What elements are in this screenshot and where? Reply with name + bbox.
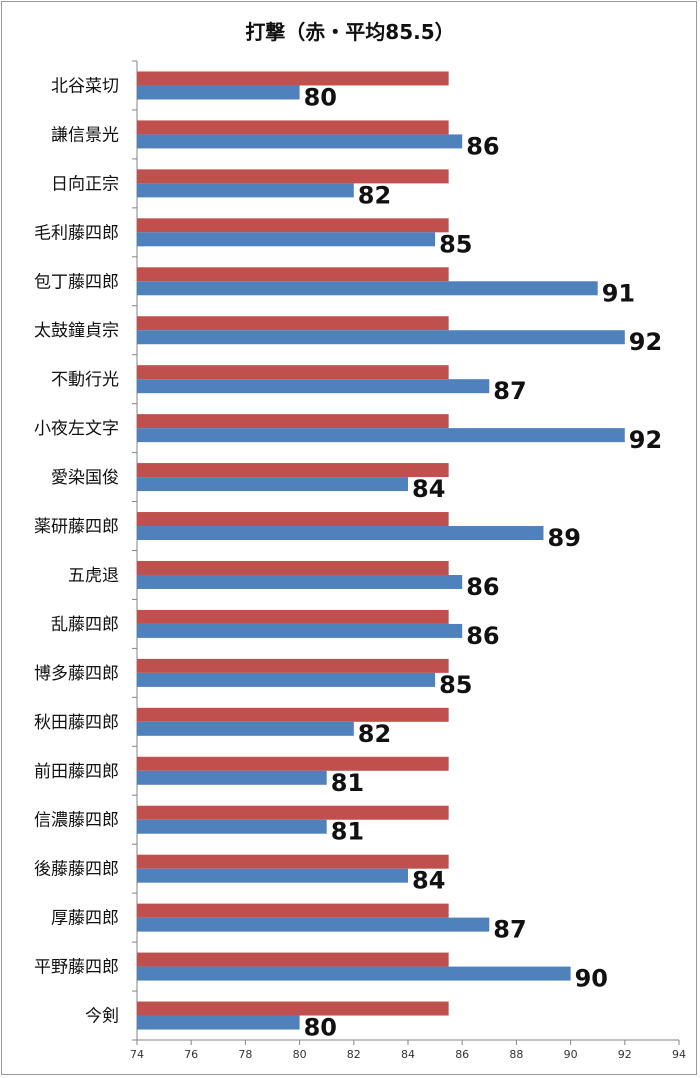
data-label: 90	[575, 965, 608, 993]
value-bar	[137, 574, 463, 589]
value-bar	[137, 134, 463, 149]
value-bar	[137, 85, 300, 100]
average-bar	[137, 609, 449, 624]
category-label: 五虎退	[68, 566, 119, 586]
value-bar	[137, 330, 625, 345]
category-label: 薬研藤四郎	[34, 517, 119, 537]
x-tick-label: 80	[293, 1048, 307, 1061]
value-bar	[137, 281, 598, 296]
x-tick-label: 74	[130, 1048, 144, 1061]
value-bar	[137, 917, 490, 932]
average-bar	[137, 658, 449, 673]
value-bar	[137, 379, 490, 394]
x-tick-label: 82	[347, 1048, 361, 1061]
value-bar	[137, 477, 408, 492]
data-label: 89	[548, 524, 581, 552]
category-label: 小夜左文字	[34, 419, 119, 439]
data-label: 92	[629, 426, 662, 454]
category-label: 平野藤四郎	[34, 958, 119, 978]
value-bar	[137, 428, 625, 443]
value-bar	[137, 966, 571, 981]
value-bar	[137, 183, 354, 198]
average-bar	[137, 903, 449, 918]
average-bar	[137, 805, 449, 820]
category-label: 博多藤四郎	[34, 664, 119, 684]
category-label: 前田藤四郎	[34, 762, 119, 782]
average-bar	[137, 365, 449, 380]
value-bar	[137, 623, 463, 638]
data-label: 81	[331, 769, 364, 797]
category-label: 太鼓鐘貞宗	[34, 321, 119, 341]
average-bar	[137, 756, 449, 771]
x-tick-label: 90	[564, 1048, 578, 1061]
x-tick-label: 92	[618, 1048, 632, 1061]
data-label: 84	[412, 867, 445, 895]
category-label: 謙信景光	[51, 125, 119, 145]
average-bar	[137, 169, 449, 184]
x-tick-label: 86	[455, 1048, 469, 1061]
value-bar	[137, 526, 544, 541]
category-label: 信濃藤四郎	[34, 811, 119, 831]
average-bar	[137, 952, 449, 967]
data-label: 87	[493, 916, 526, 944]
x-tick-label: 88	[509, 1048, 523, 1061]
chart-title: 打撃（赤・平均85.5）	[245, 20, 455, 44]
value-bar	[137, 672, 436, 687]
data-label: 85	[439, 671, 472, 699]
data-label: 82	[358, 181, 391, 209]
category-label: 後藤藤四郎	[34, 860, 119, 880]
category-label: 北谷菜切	[51, 76, 119, 96]
category-label: 不動行光	[51, 370, 119, 390]
average-bar	[137, 120, 449, 135]
data-label: 85	[439, 230, 472, 258]
x-tick-label: 84	[401, 1048, 415, 1061]
category-label: 厚藤四郎	[51, 909, 119, 929]
category-label: 愛染国俊	[51, 468, 119, 488]
category-label: 乱藤四郎	[51, 615, 119, 635]
data-label: 81	[331, 818, 364, 846]
average-bar	[137, 267, 449, 282]
average-bar	[137, 1001, 449, 1016]
plot-area: 74 76 78 80 82 84 86 88 90 92 94 北谷菜切 80 謙信景光 86 日向正宗 82…	[34, 60, 686, 1061]
value-bar	[137, 232, 436, 247]
value-bar	[137, 819, 327, 834]
average-bar	[137, 414, 449, 429]
average-bar	[137, 707, 449, 722]
data-label: 80	[304, 83, 337, 111]
average-bar	[137, 512, 449, 527]
data-label: 92	[629, 328, 662, 356]
data-label: 87	[493, 377, 526, 405]
data-label: 86	[466, 132, 499, 160]
category-label: 秋田藤四郎	[34, 713, 119, 733]
data-label: 82	[358, 720, 391, 748]
category-label: 日向正宗	[51, 174, 119, 194]
data-label: 84	[412, 475, 445, 503]
average-bar	[137, 854, 449, 869]
value-bar	[137, 770, 327, 785]
category-label: 今剣	[85, 1007, 119, 1027]
category-label: 包丁藤四郎	[34, 272, 119, 292]
data-label: 86	[466, 573, 499, 601]
value-bar	[137, 1015, 300, 1030]
value-bar	[137, 721, 354, 736]
x-tick-label: 78	[238, 1048, 252, 1061]
x-tick-label: 76	[184, 1048, 198, 1061]
data-label: 80	[304, 1014, 337, 1042]
average-bar	[137, 463, 449, 478]
data-label: 91	[602, 279, 635, 307]
average-bar	[137, 316, 449, 331]
x-tick-label: 94	[672, 1048, 686, 1061]
value-bar	[137, 868, 408, 883]
average-bar	[137, 218, 449, 233]
data-label: 86	[466, 622, 499, 650]
average-bar	[137, 71, 449, 86]
average-bar	[137, 560, 449, 575]
category-label: 毛利藤四郎	[34, 223, 119, 243]
